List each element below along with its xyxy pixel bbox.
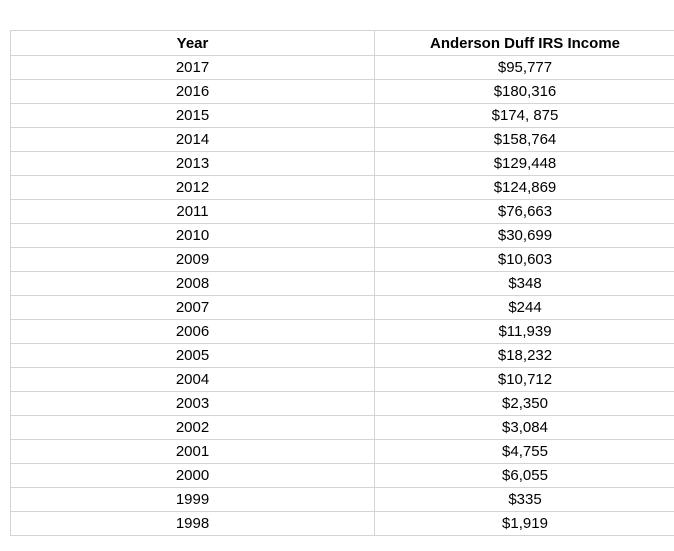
table-row: 2008 $348	[10, 271, 674, 296]
table-row: 2015 $174, 875	[10, 103, 674, 128]
table-row: 1998 $1,919	[10, 511, 674, 536]
income-cell: $95,777	[374, 55, 674, 80]
year-cell: 2009	[10, 247, 375, 272]
year-cell: 2016	[10, 79, 375, 104]
year-cell: 2015	[10, 103, 375, 128]
income-cell: $335	[374, 487, 674, 512]
year-cell: 2010	[10, 223, 375, 248]
table-row: 1999 $335	[10, 487, 674, 512]
income-cell: $124,869	[374, 175, 674, 200]
year-cell: 2005	[10, 343, 375, 368]
year-cell: 2011	[10, 199, 375, 224]
table-row: 2013 $129,448	[10, 151, 674, 176]
table-row: 2002 $3,084	[10, 415, 674, 440]
table-row: 2004 $10,712	[10, 367, 674, 392]
income-cell: $1,919	[374, 511, 674, 536]
income-cell: $2,350	[374, 391, 674, 416]
table-row: 2005 $18,232	[10, 343, 674, 368]
header-row: Year Anderson Duff IRS Income	[10, 30, 674, 56]
income-cell: $244	[374, 295, 674, 320]
year-cell: 2006	[10, 319, 375, 344]
table-row: 2017 $95,777	[10, 55, 674, 80]
table-body: 2017 $95,777 2016 $180,316 2015 $174, 875 2014…	[10, 55, 674, 536]
year-cell: 2001	[10, 439, 375, 464]
header-cell: Anderson Duff IRS Income	[374, 30, 674, 56]
income-cell: $129,448	[374, 151, 674, 176]
table-row: 2000 $6,055	[10, 463, 674, 488]
table-row: 2011 $76,663	[10, 199, 674, 224]
year-cell: 2013	[10, 151, 375, 176]
year-cell: 2007	[10, 295, 375, 320]
table-row: 2006 $11,939	[10, 319, 674, 344]
income-cell: $348	[374, 271, 674, 296]
table-row: 2001 $4,755	[10, 439, 674, 464]
table-row: 2007 $244	[10, 295, 674, 320]
table-head: Year Anderson Duff IRS Income	[10, 30, 674, 56]
year-cell: 1999	[10, 487, 375, 512]
table-row: 2016 $180,316	[10, 79, 674, 104]
header-cell: Year	[10, 30, 375, 56]
table-row: 2009 $10,603	[10, 247, 674, 272]
year-cell: 2003	[10, 391, 375, 416]
income-cell: $18,232	[374, 343, 674, 368]
year-cell: 2002	[10, 415, 375, 440]
year-cell: 1998	[10, 511, 375, 536]
income-cell: $4,755	[374, 439, 674, 464]
table-row: 2014 $158,764	[10, 127, 674, 152]
year-cell: 2000	[10, 463, 375, 488]
year-cell: 2017	[10, 55, 375, 80]
table-row: 2003 $2,350	[10, 391, 674, 416]
income-cell: $6,055	[374, 463, 674, 488]
income-cell: $10,603	[374, 247, 674, 272]
income-table: Year Anderson Duff IRS Income 2017 $95,77…	[10, 30, 674, 536]
year-cell: 2014	[10, 127, 375, 152]
table-row: 2012 $124,869	[10, 175, 674, 200]
year-cell: 2012	[10, 175, 375, 200]
income-cell: $3,084	[374, 415, 674, 440]
income-cell: $158,764	[374, 127, 674, 152]
income-cell: $30,699	[374, 223, 674, 248]
year-cell: 2008	[10, 271, 375, 296]
income-cell: $180,316	[374, 79, 674, 104]
income-cell: $76,663	[374, 199, 674, 224]
year-cell: 2004	[10, 367, 375, 392]
table-row: 2010 $30,699	[10, 223, 674, 248]
income-cell: $174, 875	[374, 103, 674, 128]
income-cell: $11,939	[374, 319, 674, 344]
income-cell: $10,712	[374, 367, 674, 392]
